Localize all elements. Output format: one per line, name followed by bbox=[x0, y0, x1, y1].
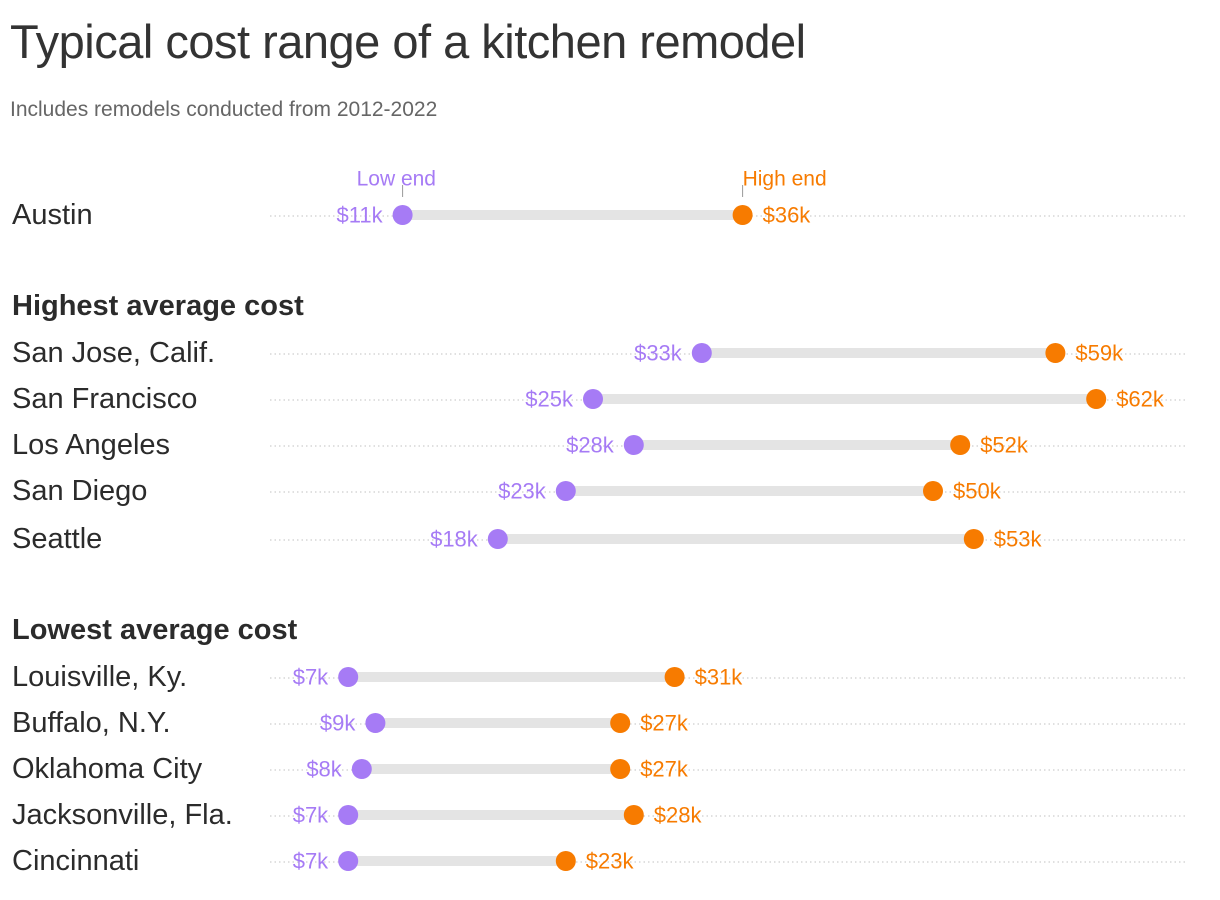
legend: Low end High end bbox=[357, 168, 827, 197]
low-dot bbox=[338, 805, 359, 825]
chart-row: Seattle $18k $53k bbox=[12, 523, 1188, 555]
row-label: Louisville, Ky. bbox=[12, 661, 187, 693]
low-value-label: $18k bbox=[430, 527, 479, 552]
high-value-label: $53k bbox=[994, 527, 1043, 552]
chart-row: San Jose, Calif. $33k $59k bbox=[12, 337, 1188, 369]
high-dot bbox=[950, 435, 971, 455]
low-value-label: $33k bbox=[634, 341, 683, 366]
high-value-label: $59k bbox=[1075, 341, 1124, 366]
row-label: San Francisco bbox=[12, 383, 197, 415]
low-value-label: $8k bbox=[306, 757, 342, 782]
high-dot bbox=[732, 205, 753, 225]
row-label: Los Angeles bbox=[12, 429, 170, 461]
chart-row: Louisville, Ky. $7k $31k bbox=[12, 661, 1188, 693]
high-dot bbox=[610, 713, 631, 733]
high-dot bbox=[1045, 343, 1066, 363]
high-value-label: $62k bbox=[1116, 387, 1165, 412]
low-value-label: $7k bbox=[293, 803, 329, 828]
row-label: Oklahoma City bbox=[12, 753, 203, 785]
high-dot bbox=[610, 759, 631, 779]
legend-high-label: High end bbox=[743, 168, 827, 191]
high-value-label: $27k bbox=[640, 757, 689, 782]
high-value-label: $50k bbox=[953, 479, 1002, 504]
low-value-label: $11k bbox=[337, 203, 384, 228]
high-value-label: $36k bbox=[763, 203, 812, 228]
row-label: San Jose, Calif. bbox=[12, 337, 215, 369]
chart-row: Buffalo, N.Y. $9k $27k bbox=[12, 707, 1188, 739]
low-dot bbox=[392, 205, 413, 225]
low-dot bbox=[487, 529, 508, 549]
row-label: Buffalo, N.Y. bbox=[12, 707, 171, 739]
row-label: Cincinnati bbox=[12, 845, 139, 877]
chart-row: San Diego $23k $50k bbox=[12, 475, 1188, 507]
high-value-label: $23k bbox=[586, 849, 635, 874]
chart-row: Los Angeles $28k $52k bbox=[12, 429, 1188, 461]
chart-row: Oklahoma City $8k $27k bbox=[12, 753, 1188, 785]
chart-row: Cincinnati $7k $23k bbox=[12, 845, 1188, 877]
low-value-label: $25k bbox=[525, 387, 574, 412]
legend-low-label: Low end bbox=[357, 168, 436, 191]
high-dot bbox=[664, 667, 685, 687]
chart-row: Austin $11k $36k bbox=[12, 199, 1188, 231]
high-dot bbox=[623, 805, 644, 825]
high-dot bbox=[963, 529, 984, 549]
row-label: Jacksonville, Fla. bbox=[12, 799, 233, 831]
low-dot bbox=[623, 435, 644, 455]
high-value-label: $27k bbox=[640, 711, 689, 736]
section-heading: Highest average cost bbox=[12, 290, 304, 322]
low-dot bbox=[338, 667, 359, 687]
low-value-label: $7k bbox=[293, 665, 329, 690]
low-dot bbox=[583, 389, 603, 409]
chart-title: Typical cost range of a kitchen remodel bbox=[10, 15, 806, 68]
high-dot bbox=[1086, 389, 1107, 409]
low-value-label: $9k bbox=[320, 711, 356, 736]
high-dot bbox=[923, 481, 943, 501]
chart-subtitle: Includes remodels conducted from 2012-20… bbox=[10, 98, 438, 121]
high-value-label: $52k bbox=[980, 433, 1029, 458]
low-dot bbox=[365, 713, 386, 733]
low-dot bbox=[691, 343, 712, 363]
low-dot bbox=[351, 759, 372, 779]
low-value-label: $7k bbox=[293, 849, 329, 874]
high-value-label: $31k bbox=[695, 665, 744, 690]
low-dot bbox=[338, 851, 359, 871]
high-dot bbox=[555, 851, 576, 871]
high-value-label: $28k bbox=[654, 803, 703, 828]
section-heading: Lowest average cost bbox=[12, 614, 298, 646]
row-label: Austin bbox=[12, 199, 93, 231]
row-label: Seattle bbox=[12, 523, 102, 555]
low-dot bbox=[555, 481, 576, 501]
chart-row: San Francisco $25k $62k bbox=[12, 383, 1188, 415]
low-value-label: $28k bbox=[566, 433, 615, 458]
chart-rows: Austin $11k $36k Highest average cost San Jo… bbox=[12, 199, 1188, 877]
row-label: San Diego bbox=[12, 475, 147, 507]
chart-row: Jacksonville, Fla. $7k $28k bbox=[12, 799, 1188, 831]
low-value-label: $23k bbox=[498, 479, 547, 504]
